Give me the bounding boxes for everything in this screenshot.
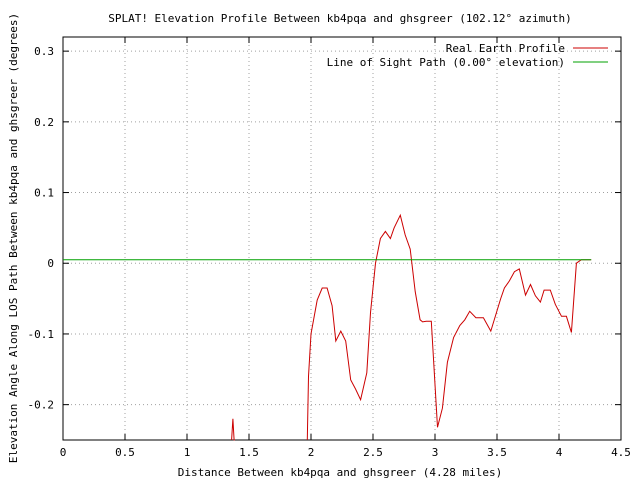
x-tick-label: 2.5 bbox=[363, 446, 383, 459]
y-tick-label: -0.1 bbox=[28, 328, 55, 341]
x-tick-label: 0 bbox=[60, 446, 67, 459]
x-tick-label: 4 bbox=[556, 446, 563, 459]
y-tick-label: 0.3 bbox=[34, 45, 54, 58]
chart-title: SPLAT! Elevation Profile Between kb4pqa … bbox=[108, 12, 572, 25]
legend-label-line-of-sight: Line of Sight Path (0.00° elevation) bbox=[327, 56, 565, 69]
series-line-real-earth-profile-part-1 bbox=[231, 418, 235, 441]
legend: Real Earth Profile Line of Sight Path (0… bbox=[327, 42, 608, 69]
x-axis-label: Distance Between kb4pqa and ghsgreer (4.… bbox=[178, 466, 503, 479]
y-tick-label: -0.2 bbox=[28, 399, 55, 412]
legend-label-real-earth-profile: Real Earth Profile bbox=[446, 42, 565, 55]
x-tick-label: 3 bbox=[432, 446, 439, 459]
x-tick-label: 2 bbox=[308, 446, 315, 459]
x-tick-label: 1 bbox=[184, 446, 191, 459]
plot-frame bbox=[62, 36, 622, 441]
x-tick-label: 3.5 bbox=[487, 446, 507, 459]
x-tick-label: 1.5 bbox=[239, 446, 259, 459]
series-lines bbox=[63, 213, 592, 441]
x-tick-label: 0.5 bbox=[115, 446, 135, 459]
y-tick-label: 0 bbox=[47, 257, 54, 270]
y-tick-label: 0.2 bbox=[34, 116, 54, 129]
x-tick-label: 4.5 bbox=[611, 446, 631, 459]
grid-lines bbox=[63, 37, 621, 440]
series-line-real-earth-profile-part-2 bbox=[306, 213, 592, 441]
y-axis-label: Elevation Angle Along LOS Path Between k… bbox=[7, 13, 20, 463]
y-tick-label: 0.1 bbox=[34, 187, 54, 200]
axis-ticks: 0 0.5 1 1.5 2 2.5 3 3.5 4 4.5 -0.2 -0.1 0 0.1 0.2 0.3 bbox=[28, 37, 631, 459]
